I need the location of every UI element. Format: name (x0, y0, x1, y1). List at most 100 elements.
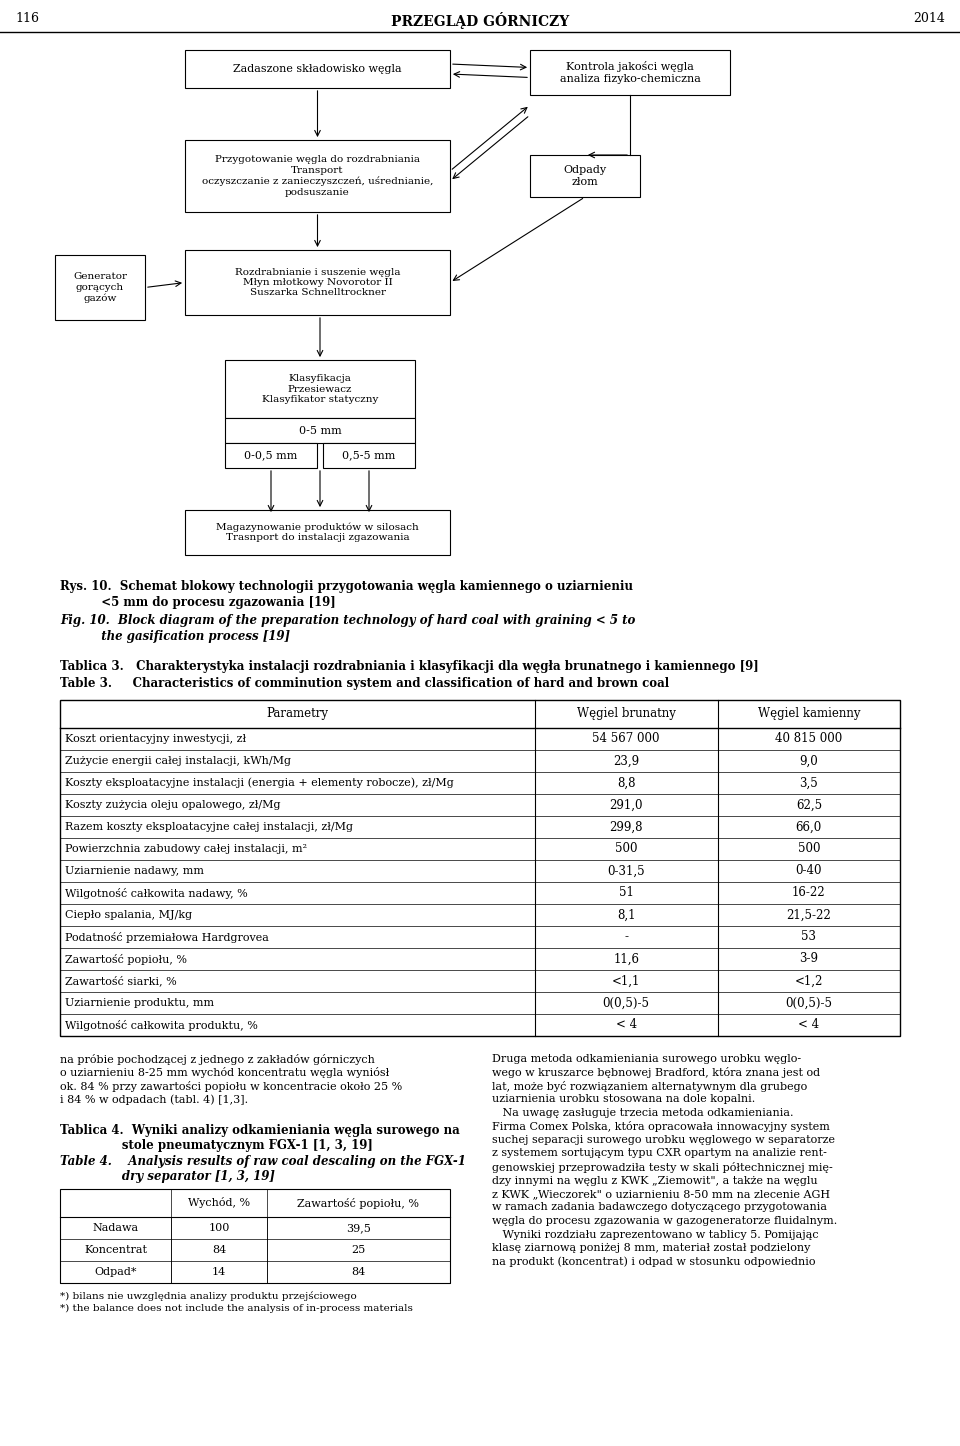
Text: Koszty eksploatacyjne instalacji (energia + elementy robocze), zł/Mg: Koszty eksploatacyjne instalacji (energi… (65, 778, 454, 788)
Bar (530, 155, 640, 197)
Bar (323, 442, 415, 469)
Text: 11,6: 11,6 (613, 953, 639, 966)
Text: Table 4.    Analysis results of raw coal descaling on the FGX-1: Table 4. Analysis results of raw coal de… (60, 1155, 466, 1168)
Text: Na uwagę zasługuje trzecia metoda odkamieniania.: Na uwagę zasługuje trzecia metoda odkami… (492, 1108, 794, 1118)
Text: PRZEGLĄD GÓRNICZY: PRZEGLĄD GÓRNICZY (391, 12, 569, 29)
Text: dry separator [1, 3, 19]: dry separator [1, 3, 19] (60, 1170, 275, 1183)
Text: 25: 25 (351, 1245, 366, 1255)
Text: 0(0,5)-5: 0(0,5)-5 (785, 996, 832, 1009)
Text: Uziarnienie nadawy, mm: Uziarnienie nadawy, mm (65, 866, 204, 876)
Text: Koncentrat: Koncentrat (84, 1245, 147, 1255)
Text: 3,5: 3,5 (800, 777, 818, 790)
Text: Table 3.     Characteristics of comminution system and classification of hard an: Table 3. Characteristics of comminution … (60, 677, 669, 690)
Text: genowskiej przeprowadziła testy w skali półtechnicznej mię-: genowskiej przeprowadziła testy w skali … (492, 1163, 832, 1173)
Text: Rozdrabnianie i suszenie węgla
Młyn młotkowy Novorotor II
Suszarka Schnelltrockn: Rozdrabnianie i suszenie węgla Młyn młot… (235, 268, 400, 298)
Text: 51: 51 (619, 886, 634, 899)
Text: 21,5-22: 21,5-22 (786, 908, 831, 921)
Text: ok. 84 % przy zawartości popiołu w koncentracie około 25 %: ok. 84 % przy zawartości popiołu w konce… (60, 1082, 402, 1092)
Text: Zadaszone składowisko węgla: Zadaszone składowisko węgla (233, 64, 402, 74)
Bar (60, 700, 900, 1035)
Text: the gasification process [19]: the gasification process [19] (60, 630, 290, 643)
Text: < 4: < 4 (799, 1018, 820, 1031)
Text: Kontrola jakości węgla
analiza fizyko-chemiczna: Kontrola jakości węgla analiza fizyko-ch… (560, 61, 701, 84)
Text: Odpad*: Odpad* (94, 1267, 137, 1277)
Text: Generator
gorących
gazów: Generator gorących gazów (73, 272, 127, 302)
Bar (185, 140, 450, 213)
Text: 54 567 000: 54 567 000 (592, 733, 660, 746)
Text: Nadawa: Nadawa (92, 1223, 138, 1233)
Text: Powierzchnia zabudowy całej instalacji, m²: Powierzchnia zabudowy całej instalacji, … (65, 844, 307, 855)
Text: klasę ziarnową poniżej 8 mm, materiał został podzielony: klasę ziarnową poniżej 8 mm, materiał zo… (492, 1244, 810, 1254)
Text: 291,0: 291,0 (610, 798, 643, 811)
Text: uziarnienia urobku stosowana na dole kopalni.: uziarnienia urobku stosowana na dole kop… (492, 1095, 756, 1105)
Bar (60, 1189, 450, 1283)
Bar (225, 418, 415, 442)
Text: Zawartość popiołu, %: Zawartość popiołu, % (298, 1197, 420, 1209)
Text: o uziarnieniu 8-25 mm wychód koncentratu węgla wyniósł: o uziarnieniu 8-25 mm wychód koncentratu… (60, 1067, 389, 1079)
Text: 0-0,5 mm: 0-0,5 mm (244, 451, 298, 460)
Text: Koszt orientacyjny inwestycji, zł: Koszt orientacyjny inwestycji, zł (65, 735, 246, 745)
Text: Tablica 3.   Charakterystyka instalacji rozdrabniania i klasyfikacji dla węgła b: Tablica 3. Charakterystyka instalacji ro… (60, 659, 758, 672)
Text: Razem koszty eksploatacyjne całej instalacji, zł/Mg: Razem koszty eksploatacyjne całej instal… (65, 821, 353, 831)
Text: Firma Comex Polska, która opracowała innowacyjny system: Firma Comex Polska, która opracowała inn… (492, 1122, 829, 1132)
Text: Zawartość siarki, %: Zawartość siarki, % (65, 976, 177, 986)
Text: Rys. 10.  Schemat blokowy technologii przygotowania węgla kamiennego o uziarnien: Rys. 10. Schemat blokowy technologii prz… (60, 580, 633, 593)
Text: Ciepło spalania, MJ/kg: Ciepło spalania, MJ/kg (65, 910, 192, 920)
Text: Podatność przemiałowa Hardgrovea: Podatność przemiałowa Hardgrovea (65, 931, 269, 943)
Text: w ramach zadania badawczego dotyczącego przygotowania: w ramach zadania badawczego dotyczącego … (492, 1203, 827, 1213)
Text: Wilgotność całkowita nadawy, %: Wilgotność całkowita nadawy, % (65, 888, 248, 898)
Bar (225, 360, 415, 418)
Text: Zawartość popiołu, %: Zawartość popiołu, % (65, 953, 187, 964)
Text: 16-22: 16-22 (792, 886, 826, 899)
Text: *) bilans nie uwzględnia analizy produktu przejściowego: *) bilans nie uwzględnia analizy produkt… (60, 1291, 357, 1301)
Text: 0(0,5)-5: 0(0,5)-5 (603, 996, 650, 1009)
Text: <1,1: <1,1 (612, 975, 640, 988)
Text: 500: 500 (798, 843, 820, 856)
Bar (185, 51, 450, 88)
Text: 40 815 000: 40 815 000 (776, 733, 843, 746)
Text: 0-31,5: 0-31,5 (608, 865, 645, 878)
Text: 84: 84 (351, 1267, 366, 1277)
Bar (55, 254, 145, 320)
Text: węgla do procesu zgazowania w gazogeneratorze fluidalnym.: węgla do procesu zgazowania w gazogenera… (492, 1216, 837, 1226)
Text: Koszty zużycia oleju opalowego, zł/Mg: Koszty zużycia oleju opalowego, zł/Mg (65, 800, 280, 810)
Text: lat, może być rozwiązaniem alternatywnym dla grubego: lat, może być rozwiązaniem alternatywnym… (492, 1082, 807, 1092)
Text: *) the balance does not include the analysis of in-process materials: *) the balance does not include the anal… (60, 1304, 413, 1313)
Text: 0-40: 0-40 (796, 865, 822, 878)
Text: 116: 116 (15, 12, 39, 25)
Text: 0-5 mm: 0-5 mm (299, 425, 342, 435)
Text: 0,5-5 mm: 0,5-5 mm (343, 451, 396, 460)
Bar (185, 250, 450, 315)
Text: Odpady
złom: Odpady złom (564, 165, 607, 187)
Text: z systemem sortującym typu CXR opartym na analizie rent-: z systemem sortującym typu CXR opartym n… (492, 1148, 827, 1158)
Text: z KWK „Wieczorek" o uziarnieniu 8-50 mm na zlecenie AGH: z KWK „Wieczorek" o uziarnieniu 8-50 mm … (492, 1189, 830, 1199)
Text: -: - (624, 930, 628, 943)
Text: 8,8: 8,8 (617, 777, 636, 790)
Text: Węgiel brunatny: Węgiel brunatny (577, 707, 676, 720)
Text: 39,5: 39,5 (346, 1223, 371, 1233)
Text: Fig. 10.  Block diagram of the preparation technology of hard coal with graining: Fig. 10. Block diagram of the preparatio… (60, 615, 636, 628)
Text: Druga metoda odkamieniania surowego urobku węglo-: Druga metoda odkamieniania surowego urob… (492, 1054, 802, 1064)
Text: wego w kruszarce bębnowej Bradford, która znana jest od: wego w kruszarce bębnowej Bradford, któr… (492, 1067, 820, 1079)
Text: Wychód, %: Wychód, % (188, 1197, 250, 1209)
Bar (225, 442, 317, 469)
Text: Węgiel kamienny: Węgiel kamienny (757, 707, 860, 720)
Text: na próbie pochodzącej z jednego z zakładów górniczych: na próbie pochodzącej z jednego z zakład… (60, 1054, 374, 1066)
Text: <1,2: <1,2 (795, 975, 823, 988)
Text: 299,8: 299,8 (610, 820, 643, 833)
Text: Uziarnienie produktu, mm: Uziarnienie produktu, mm (65, 998, 214, 1008)
Text: Klasyfikacja
Przesiewacz
Klasyfikator statyczny: Klasyfikacja Przesiewacz Klasyfikator st… (262, 375, 378, 403)
Text: stole pneumatycznym FGX-1 [1, 3, 19]: stole pneumatycznym FGX-1 [1, 3, 19] (60, 1139, 372, 1152)
Text: < 4: < 4 (615, 1018, 636, 1031)
Text: suchej separacji surowego urobku węglowego w separatorze: suchej separacji surowego urobku węglowe… (492, 1135, 835, 1145)
Text: 62,5: 62,5 (796, 798, 822, 811)
Text: 84: 84 (212, 1245, 226, 1255)
Text: 3-9: 3-9 (800, 953, 818, 966)
Text: i 84 % w odpadach (tabl. 4) [1,3].: i 84 % w odpadach (tabl. 4) [1,3]. (60, 1095, 248, 1105)
Text: Parametry: Parametry (266, 707, 328, 720)
Text: Zużycie energii całej instalacji, kWh/Mg: Zużycie energii całej instalacji, kWh/Mg (65, 756, 291, 766)
Text: dzy innymi na węglu z KWK „Ziemowit", a także na węglu: dzy innymi na węglu z KWK „Ziemowit", a … (492, 1176, 818, 1186)
Text: 14: 14 (212, 1267, 226, 1277)
Text: 23,9: 23,9 (613, 755, 639, 768)
Text: 9,0: 9,0 (800, 755, 818, 768)
